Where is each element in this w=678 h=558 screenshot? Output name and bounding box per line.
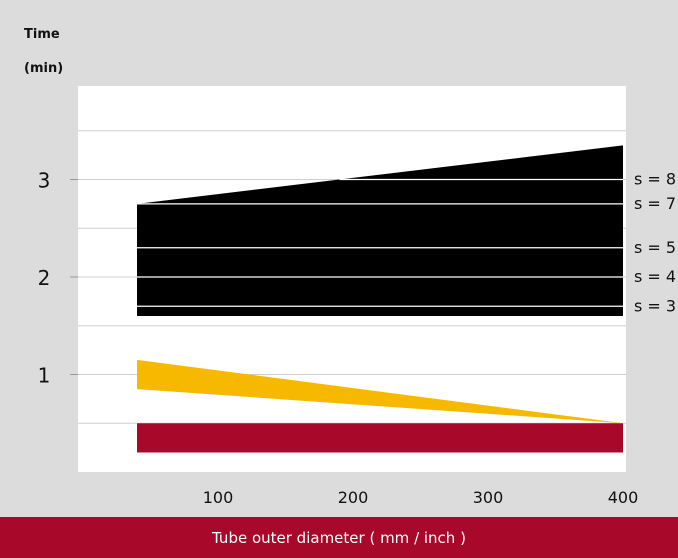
series-label: s = 4 [634,267,676,286]
y-tick-labels: 1 2 3 [38,169,51,388]
y-axis-label-line1: Time [24,27,60,42]
x-tick-label: 100 [203,488,234,507]
red-band [137,423,623,453]
series-label: s = 8 [634,170,676,189]
x-axis-label: Tube outer diameter ( mm / inch ) [212,528,466,547]
series-label: s = 5 [634,238,676,257]
series-labels: s = 3 s = 4 s = 5 s = 7 s = 8 [634,170,676,316]
y-tick-label: 3 [38,169,51,193]
series-label: s = 7 [634,194,676,213]
y-tick-label: 1 [38,364,51,388]
series-label: s = 3 [634,296,676,315]
bands [137,145,623,453]
x-tick-label: 300 [473,488,504,507]
x-tick-label: 400 [608,488,639,507]
band-lines [137,178,623,307]
x-tick-labels: 100 200 300 400 [203,488,639,507]
x-tick-label: 200 [338,488,369,507]
y-tick-label: 2 [38,266,51,290]
x-axis-bar: Tube outer diameter ( mm / inch ) [0,517,678,558]
y-axis-label-line2: (min) [24,61,63,76]
yellow-band [137,359,623,424]
black-band [137,145,623,316]
